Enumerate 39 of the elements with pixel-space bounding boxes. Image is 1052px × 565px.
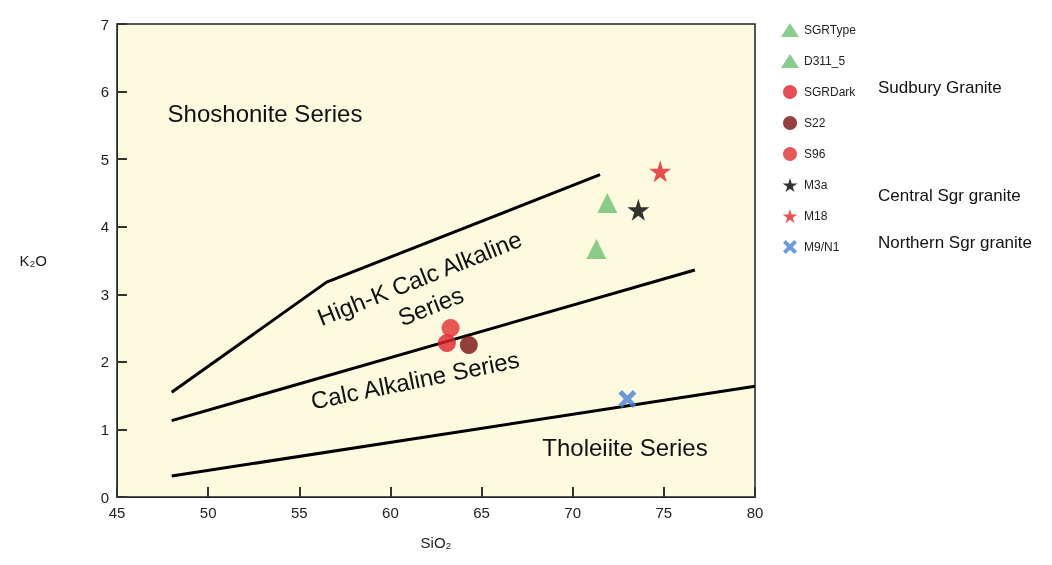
point: [649, 160, 672, 183]
x-tick-label: 75: [655, 504, 673, 521]
x-tick-label: 45: [108, 504, 126, 521]
x-tick-label: 65: [473, 504, 490, 521]
y-tick-label: 6: [100, 83, 109, 101]
point: [618, 390, 637, 409]
point: [627, 198, 650, 221]
point: [597, 193, 618, 214]
x-tick-label: 55: [290, 504, 308, 521]
point: [459, 335, 478, 354]
y-tick-label: 5: [100, 150, 109, 168]
annotation: Calc Alkaline Series: [308, 345, 522, 415]
text: Northern Sgr granite: [878, 232, 1033, 252]
y-tick-label: 1: [100, 420, 109, 438]
legend-label: S96: [804, 147, 826, 161]
legend-label: M3a: [804, 178, 828, 192]
point: [586, 239, 607, 260]
legend-label: S22: [804, 116, 826, 130]
text: Central Sgr granite: [878, 186, 1021, 205]
legend-label: SGRDark: [804, 85, 857, 99]
x-tick-label: 70: [564, 504, 582, 521]
legend-label: SGRType: [804, 23, 857, 37]
x-tick-label: 50: [199, 504, 217, 521]
y-tick-label: 0: [100, 488, 109, 506]
legend-label: M18: [804, 209, 828, 223]
y-tick-label: 4: [100, 218, 109, 236]
annotation: Tholeiite Series: [542, 433, 708, 461]
y-tick-label: 2: [100, 353, 109, 371]
y-axis-title: K₂O: [19, 252, 47, 269]
point: [437, 333, 456, 352]
x-axis-title: SiO₂: [420, 534, 452, 551]
legend-label: M9/N1: [804, 240, 840, 254]
legend-label: D311_5: [804, 54, 846, 68]
y-tick-label: 3: [100, 285, 109, 303]
y-tick-label: 7: [100, 15, 109, 33]
annotation: Shoshonite Series: [167, 99, 363, 127]
x-tick-label: 80: [746, 504, 764, 521]
x-tick-label: 60: [382, 504, 399, 521]
text: Sudbury Granite: [878, 77, 1002, 97]
